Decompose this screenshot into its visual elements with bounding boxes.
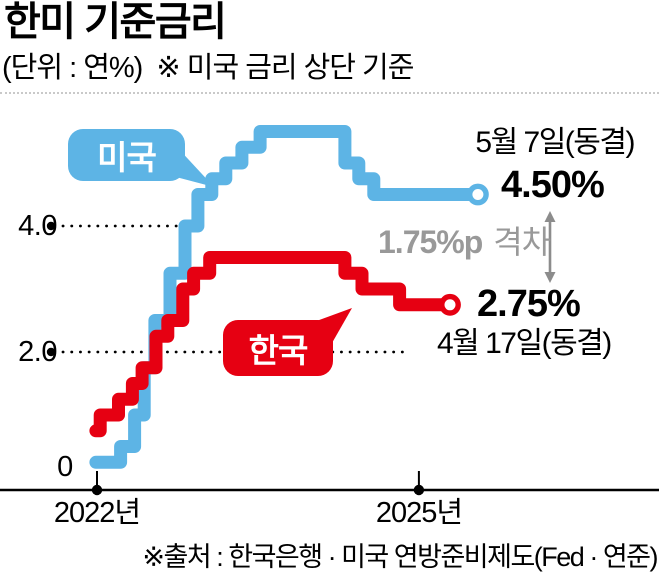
kr-bubble-tail [311,308,352,343]
gap-arrow-head-down [544,272,556,283]
rate-gap-annotation: 1.75%p 격차 [378,224,551,260]
us-decision-date: 5월 7일(동결) [475,126,635,159]
kr-current-rate: 2.75% [477,283,581,325]
y-axis-label-2: 2.0 [18,336,57,368]
us-bubble-tail [176,146,214,187]
series-line-kr [89,251,457,438]
gridline-leader-dot [46,347,56,357]
source-note: ※출처 : 한국은행 · 미국 연방준비제도(Fed · 연준) [142,542,658,572]
kr-decision-date: 4월 17일(동결) [437,327,612,360]
chart-subtitle: (단위 : 연%) ※ 미국 금리 상단 기준 [2,52,414,84]
header-separator [0,92,659,94]
x-axis-label-2022: 2022년 [53,497,141,529]
series-line-us [89,125,485,469]
kr-series-label: 한국 [248,332,309,369]
x-axis-label-2025: 2025년 [375,497,463,529]
gridline-leader-dot [46,221,56,231]
series-end-marker-us [466,183,489,206]
kr-series-bubble: 한국 [223,320,333,376]
page-title: 한미 기준금리 [4,0,227,44]
us-current-rate: 4.50% [501,164,605,206]
x-tick-dot-2025 [413,484,425,496]
x-tick-dot-2022 [91,484,103,496]
us-series-bubble: 미국 [68,129,185,181]
us-series-label: 미국 [97,139,157,176]
y-axis-label-0: 0 [57,451,73,483]
y-axis-label-4: 4.0 [18,210,57,242]
rate-gap-word: 격차 [493,224,551,260]
gap-arrow-head-up [544,211,556,222]
rate-gap-value: 1.75%p [378,224,483,260]
series-end-marker-kr [439,293,461,316]
